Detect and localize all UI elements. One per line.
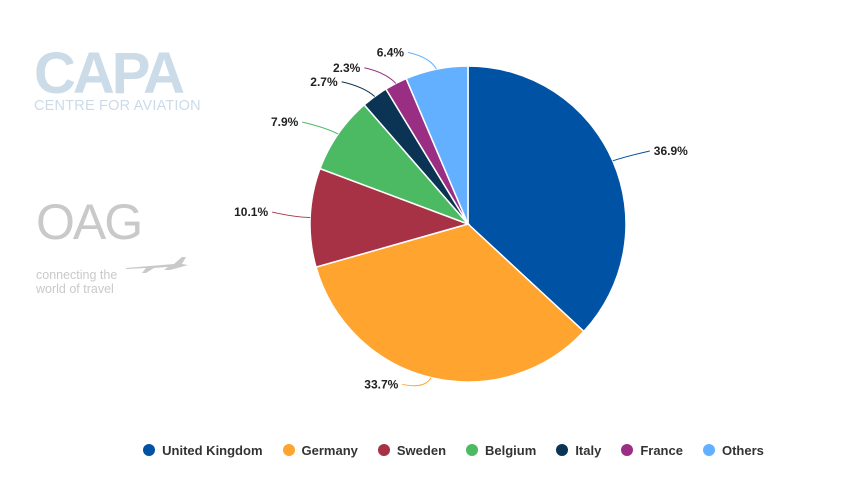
leader-line-belgium	[302, 121, 339, 135]
legend-label: France	[640, 442, 683, 458]
data-label-belgium: 7.9%	[271, 115, 299, 129]
data-label-united-kingdom: 36.9%	[654, 144, 688, 158]
legend-marker	[556, 444, 569, 456]
pie-slices	[309, 65, 627, 383]
leader-line-others	[407, 51, 437, 70]
legend-label: United Kingdom	[162, 442, 263, 458]
capa-logo-word: CAPA	[34, 41, 185, 106]
legend-item-italy[interactable]: Italy	[556, 443, 601, 458]
legend-marker	[466, 444, 479, 456]
pie-slice-sweden	[309, 167, 471, 269]
oag-logo: OAG connecting the world of travel	[36, 196, 196, 296]
data-label-france: 2.3%	[333, 61, 361, 75]
legend-marker	[282, 444, 295, 456]
legend-label: Germany	[301, 442, 358, 458]
legend-item-others[interactable]: Others	[702, 442, 764, 458]
legend-marker	[621, 444, 634, 456]
legend-item-germany[interactable]: Germany	[282, 442, 358, 458]
pie-slice-germany	[315, 223, 585, 383]
plane-icon	[126, 257, 188, 273]
legend-label: Others	[721, 442, 764, 458]
leader-line-italy	[341, 81, 376, 97]
legend-item-sweden[interactable]: Sweden	[377, 442, 447, 458]
legend-item-united-kingdom[interactable]: United Kingdom	[143, 442, 263, 458]
capa-logo: CAPA CENTRE FOR AVIATION	[34, 41, 239, 115]
chart-legend: United Kingdom Germany Sweden Belgium Italy F…	[0, 439, 847, 461]
data-label-others: 6.4%	[377, 45, 405, 59]
oag-tagline-line2: world of travel	[36, 282, 114, 296]
legend-item-france[interactable]: France	[621, 443, 683, 458]
legend-marker	[702, 444, 715, 456]
pie-slice-united-kingdom	[467, 65, 627, 333]
legend-marker	[143, 444, 156, 456]
pie-slice-others	[405, 65, 469, 225]
oag-logo-word: OAG	[36, 194, 143, 250]
leader-line-france	[364, 67, 397, 84]
legend-marker	[377, 444, 390, 456]
leader-line-sweden	[272, 211, 311, 219]
data-label-italy: 2.7%	[310, 75, 338, 89]
legend-label: Italy	[575, 442, 602, 458]
data-label-germany: 33.7%	[364, 377, 398, 391]
oag-tagline: connecting the world of travel	[36, 268, 196, 296]
leader-line-united-kingdom	[612, 150, 650, 162]
capa-logo-subtitle: CENTRE FOR AVIATION	[34, 98, 201, 114]
legend-item-belgium[interactable]: Belgium	[466, 443, 536, 458]
data-label-sweden: 10.1%	[234, 205, 268, 219]
pie-leader-lines	[272, 51, 650, 387]
oag-tagline-line1: connecting the	[36, 268, 118, 282]
legend-label: Belgium	[485, 442, 537, 458]
leader-line-germany	[402, 377, 432, 387]
pie-data-labels: 36.9% 33.7% 10.1% 7.9% 2.7%2.3% 6.4%	[234, 45, 688, 391]
legend-label: Sweden	[396, 442, 447, 458]
